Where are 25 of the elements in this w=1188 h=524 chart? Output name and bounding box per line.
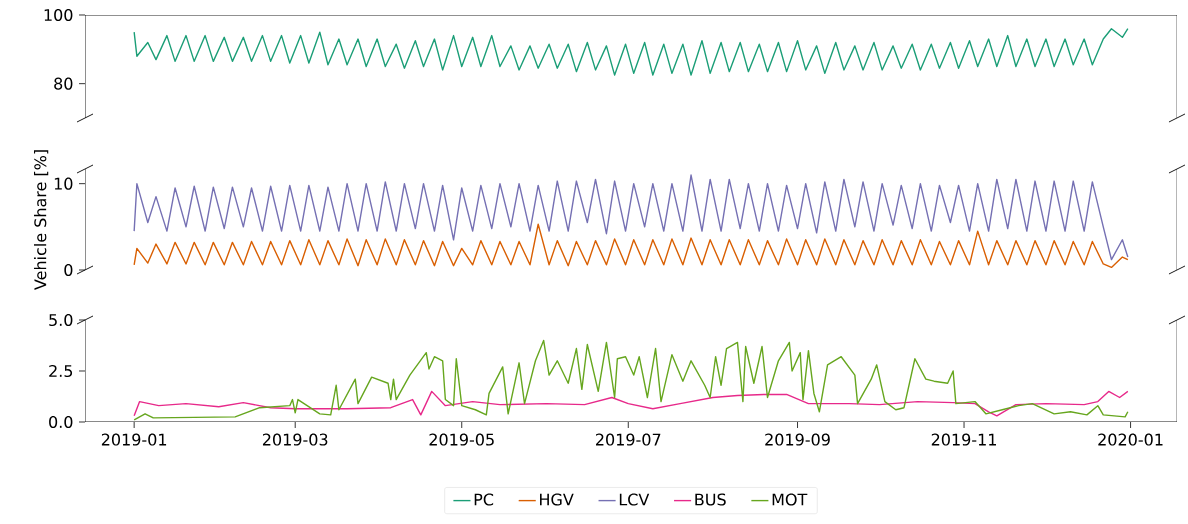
x-tick-label: 2019-11	[931, 433, 996, 446]
x-tick-label: 2019-03	[262, 433, 328, 446]
line-series	[133, 28, 1129, 76]
x-tick-label: 2019-05	[429, 433, 494, 446]
text: LCV	[619, 493, 650, 506]
legend-label: BUS	[695, 493, 726, 506]
y-tick-label: 0	[64, 263, 73, 277]
line-series	[133, 339, 1129, 421]
line-series	[133, 174, 1129, 261]
y-tick-label: 10	[54, 177, 73, 190]
x-tick-label: 2019-09	[765, 433, 830, 446]
line-series	[133, 390, 1129, 417]
y-tick-label: 0.0	[49, 415, 73, 429]
legend-label: MOT	[772, 493, 808, 506]
y-tick-label: 80	[54, 77, 73, 90]
y-tick-label: 2.5	[49, 364, 73, 378]
text: HGV	[540, 493, 574, 506]
x-tick-label: 2020-01	[1098, 433, 1163, 446]
text: PC	[474, 493, 494, 506]
y-tick-label: 5.0	[49, 313, 73, 327]
x-tick-label: 2019-07	[596, 433, 661, 446]
line-series	[133, 223, 1129, 269]
x-tick-label: 2019-01	[101, 433, 167, 446]
y-axis-title: Vehicle Share [%]	[33, 150, 49, 290]
y-tick-label: 100	[44, 8, 73, 22]
